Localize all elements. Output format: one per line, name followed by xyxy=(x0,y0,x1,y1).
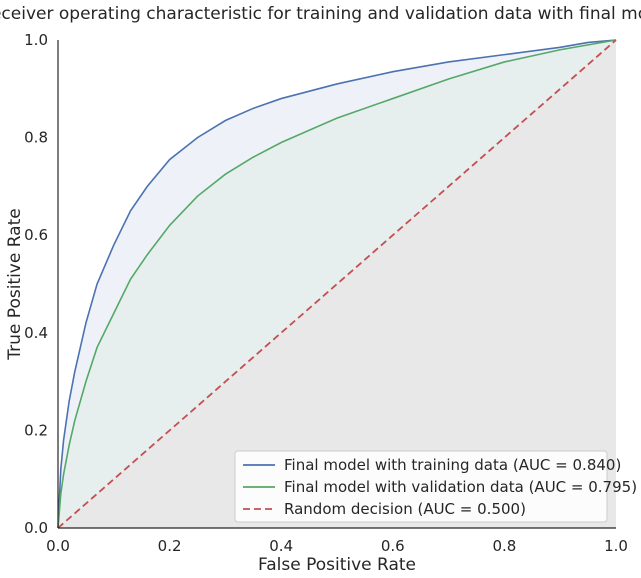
x-tick-label: 0.2 xyxy=(158,537,182,555)
legend-box xyxy=(234,450,608,523)
series-line-1 xyxy=(57,39,617,529)
legend-label-2: Random decision (AUC = 0.500) xyxy=(284,500,526,518)
series-line-2 xyxy=(57,39,617,529)
legend-label-1: Final model with validation data (AUC = … xyxy=(284,478,637,496)
chart-title: Receiver operating characteristic for tr… xyxy=(0,4,641,24)
x-tick-label: 0.6 xyxy=(381,537,405,555)
y-tick-label: 0.0 xyxy=(24,519,48,537)
y-tick-label: 0.2 xyxy=(24,421,48,439)
x-tick-labels: 0.0 0.2 0.4 0.6 0.8 1.0 xyxy=(46,537,628,555)
legend: Final model with training data (AUC = 0.… xyxy=(234,450,637,523)
x-tick-label: 0.8 xyxy=(492,537,516,555)
x-tick-label: 1.0 xyxy=(604,537,628,555)
x-axis-label: False Positive Rate xyxy=(258,555,416,575)
legend-label-0: Final model with training data (AUC = 0.… xyxy=(284,456,621,474)
y-tick-label: 0.8 xyxy=(24,129,48,147)
series-line-0 xyxy=(57,39,617,529)
x-tick-label: 0.0 xyxy=(46,537,70,555)
y-tick-label: 0.6 xyxy=(24,226,48,244)
y-tick-label: 0.4 xyxy=(24,324,48,342)
y-tick-label: 1.0 xyxy=(24,31,48,49)
x-tick-label: 0.4 xyxy=(269,537,293,555)
y-tick-labels: 0.0 0.2 0.4 0.6 0.8 1.0 xyxy=(24,31,48,537)
y-axis-label: True Positive Rate xyxy=(5,208,25,360)
series-lines xyxy=(57,39,617,529)
